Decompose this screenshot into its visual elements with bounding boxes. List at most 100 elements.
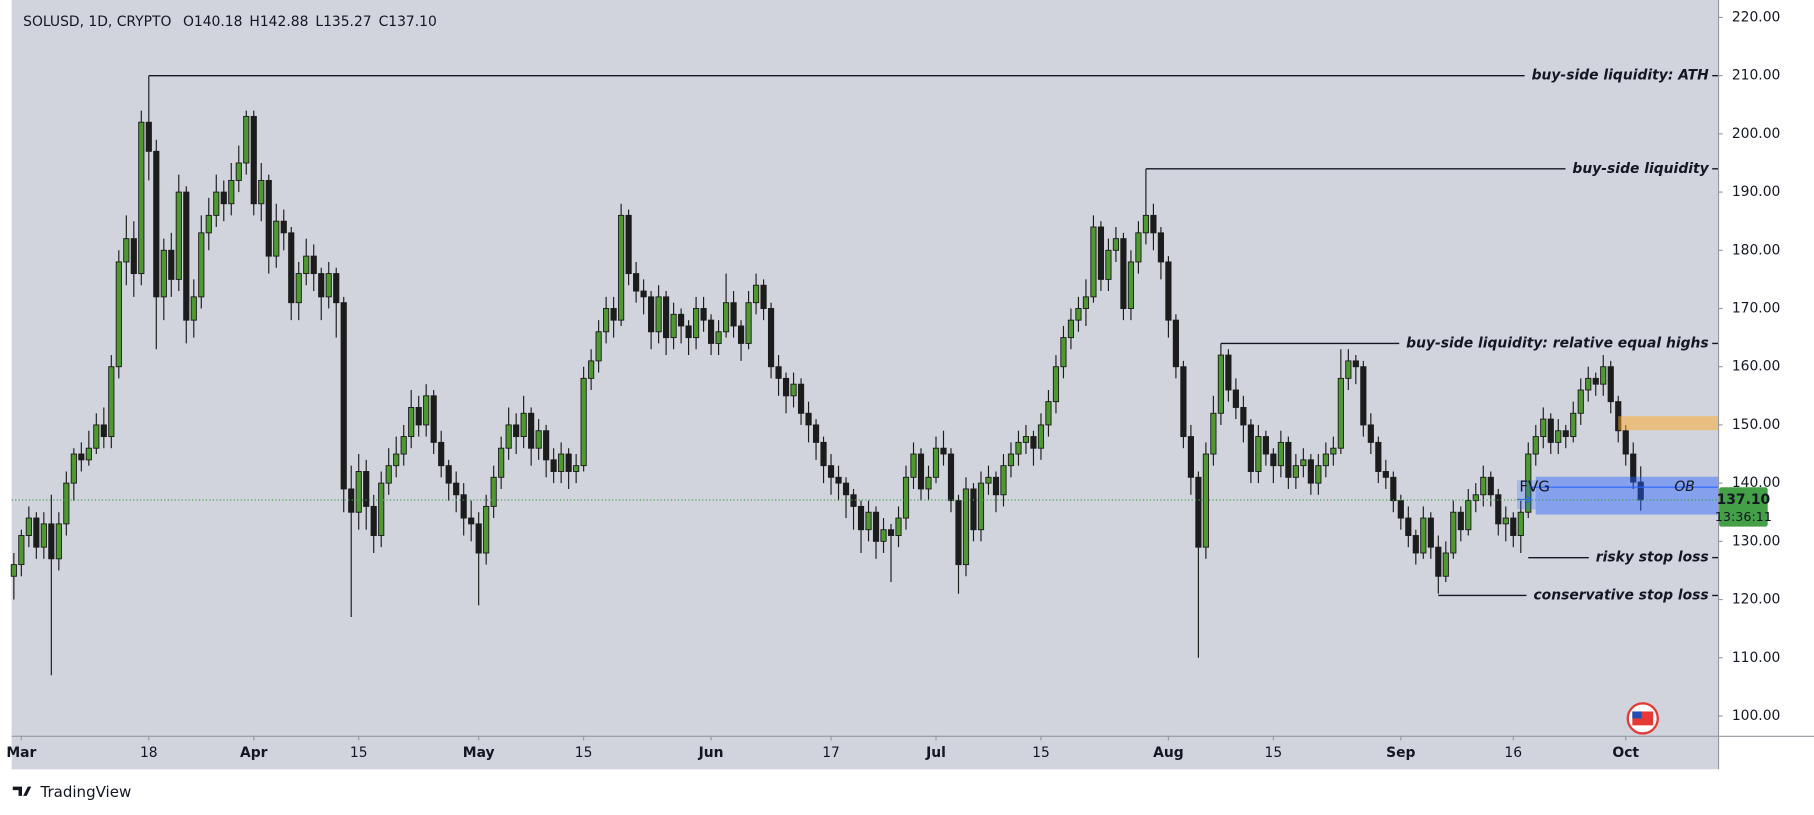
candle-body — [423, 395, 430, 426]
y-tick-label: 180.00 — [1732, 242, 1781, 258]
readout-value: 142.88 — [260, 14, 309, 30]
candle-body — [115, 261, 122, 368]
candle-body — [573, 465, 580, 472]
candle-body — [40, 523, 47, 548]
candle-body — [707, 319, 715, 344]
candle-body — [1397, 500, 1404, 519]
candle-body — [1427, 517, 1434, 548]
readout-label: L — [315, 14, 323, 30]
y-tick-label: 190.00 — [1732, 184, 1781, 200]
candle-body — [220, 191, 227, 205]
candle-body — [325, 273, 332, 298]
candle-body — [1390, 476, 1397, 502]
candle-body — [722, 302, 730, 333]
candle-body — [1247, 424, 1254, 472]
candle-body — [70, 453, 77, 484]
candle-body — [700, 308, 707, 321]
candle-body — [1270, 453, 1277, 467]
candle-body — [1307, 459, 1314, 484]
candle-body — [1060, 337, 1067, 368]
readout-label: O — [183, 14, 194, 30]
candle-body — [797, 383, 805, 414]
candle-body — [618, 214, 625, 321]
candle-body — [340, 302, 347, 490]
candle-body — [827, 465, 835, 478]
candle-body — [1127, 261, 1135, 309]
fvg-box — [1517, 480, 1536, 510]
candle-body — [33, 517, 40, 548]
x-tick-label: 15 — [1032, 745, 1050, 761]
y-tick-label: 140.00 — [1732, 475, 1781, 491]
candle-body — [1420, 517, 1427, 554]
candle-body — [505, 424, 512, 449]
candle-body — [1135, 232, 1142, 263]
candle-body — [775, 366, 782, 379]
candle-body — [385, 465, 392, 484]
candle-body — [782, 377, 790, 397]
candle-body — [1052, 366, 1060, 403]
candle-body — [400, 436, 407, 455]
candle-body — [790, 383, 797, 397]
candle-body — [685, 325, 692, 339]
candle-body — [1345, 360, 1352, 379]
candle-body — [1217, 354, 1224, 414]
candle-body — [820, 441, 827, 467]
candle-body — [1622, 430, 1629, 455]
candle-body — [25, 517, 32, 536]
readout-value: 137.10 — [388, 14, 437, 30]
candle-body — [1075, 308, 1082, 321]
zone — [1535, 476, 1718, 515]
candle-body — [977, 482, 985, 531]
x-tick-label: Jul — [925, 745, 946, 761]
candle-body — [63, 482, 70, 525]
symbol: SOLUSD, 1D, CRYPTO — [23, 14, 171, 30]
y-tick-label: 220.00 — [1732, 9, 1781, 25]
candle-body — [453, 482, 460, 496]
candle-body — [678, 313, 685, 327]
candle-body — [1097, 226, 1105, 280]
candle-body — [205, 214, 212, 234]
y-tick-label: 150.00 — [1732, 417, 1781, 433]
candle-body — [213, 191, 220, 216]
plot-background — [11, 0, 1718, 770]
candle-body — [895, 517, 902, 536]
candle-body — [498, 447, 505, 478]
candle-body — [1240, 406, 1247, 426]
candle-body — [520, 412, 527, 438]
candle-body — [1277, 441, 1284, 467]
candle-body — [138, 121, 145, 275]
y-tick-label: 100.00 — [1732, 708, 1781, 724]
candle-body — [1112, 238, 1120, 251]
candle-body — [1285, 441, 1292, 478]
candle-body — [1540, 418, 1547, 438]
candle-body — [1555, 430, 1562, 443]
candle-body — [1495, 494, 1502, 525]
candle-body — [1517, 511, 1524, 536]
candle-body — [633, 273, 640, 292]
candle-body — [880, 529, 887, 542]
annotation-label: risky stop loss — [1596, 550, 1709, 566]
candle-body — [947, 453, 955, 502]
candle-body — [1210, 412, 1217, 455]
y-tick-label: 120.00 — [1732, 592, 1781, 608]
candle-body — [767, 308, 775, 368]
y-tick-label: 110.00 — [1732, 650, 1781, 666]
candle-body — [168, 249, 175, 280]
candle-body — [1607, 366, 1614, 403]
y-tick-label: 160.00 — [1732, 359, 1781, 375]
candle-body — [603, 308, 610, 333]
flag-icon[interactable] — [1626, 702, 1659, 735]
candle-body — [160, 249, 167, 298]
candle-body — [288, 232, 295, 304]
candle-body — [1067, 319, 1075, 339]
candle-body — [1195, 476, 1202, 548]
candle-body — [610, 308, 617, 321]
candle-body — [1435, 546, 1442, 577]
last-price-label: 137.10 — [1717, 492, 1771, 508]
candle-body — [355, 471, 362, 513]
candle-body — [962, 488, 970, 566]
candle-body — [730, 302, 737, 327]
candle-body — [1592, 377, 1599, 385]
candle-body — [280, 220, 287, 234]
x-tick-label: Aug — [1153, 745, 1184, 761]
